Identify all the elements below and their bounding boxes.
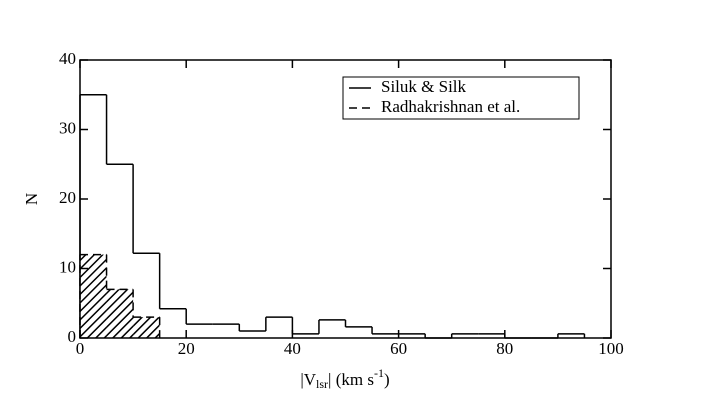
legend-label: Radhakrishnan et al. [381,97,520,116]
y-tick-label: 30 [59,118,76,137]
y-tick-label: 40 [59,49,76,68]
x-tick-label: 40 [284,339,301,358]
x-tick-label: 80 [496,339,513,358]
y-axis-label: N [22,193,41,205]
x-axis-label: |Vlsr| (km s-1) [300,366,389,391]
x-label-sup: -1 [374,366,384,380]
y-tick-label: 0 [68,327,77,346]
hatched-bar [133,317,160,338]
x-label-part: ) [384,370,390,389]
legend-label: Siluk & Silk [381,77,467,96]
y-tick-label: 20 [59,188,76,207]
x-tick-label: 100 [598,339,624,358]
x-label-part: | (km s [328,370,374,389]
x-tick-label: 60 [390,339,407,358]
hatched-bar [80,254,107,338]
x-tick-label: 20 [178,339,195,358]
y-tick-label: 10 [59,257,76,276]
hatched-bar [106,289,134,338]
legend-box [342,76,580,120]
x-tick-label: 0 [76,339,85,358]
x-label-sub: lsr [316,377,328,391]
x-label-part: |V [300,370,316,389]
